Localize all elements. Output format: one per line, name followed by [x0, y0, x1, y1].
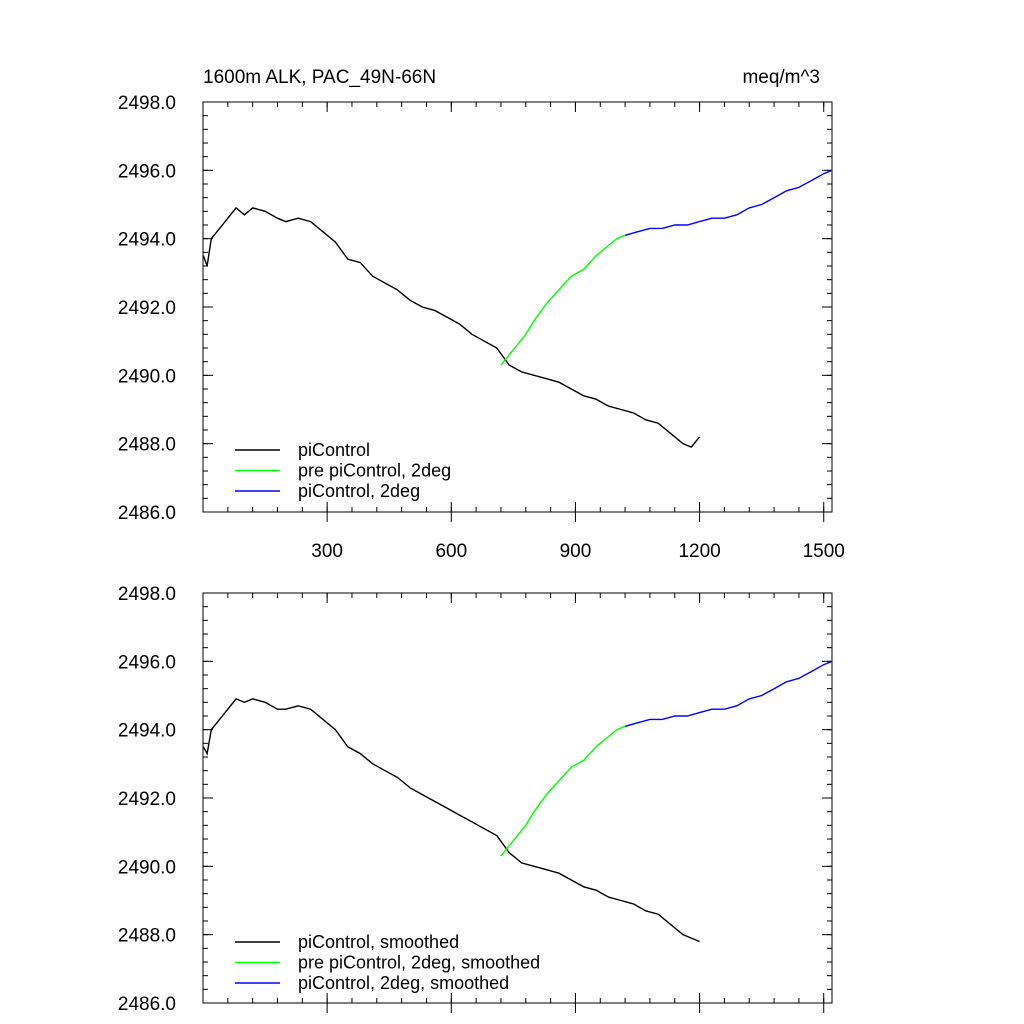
y-tick-label: 2490.0: [118, 857, 176, 878]
legend-label: pre piControl, 2deg: [298, 461, 451, 481]
y-tick-label: 2488.0: [118, 926, 176, 947]
y-tick-label: 2486.0: [118, 994, 176, 1015]
y-tick-label: 2492.0: [118, 789, 176, 810]
top-panel: 2486.0 2488.0 2490.0 2492.0 2494.0 2496.0 2498…: [118, 93, 845, 562]
x-tick-label: 1500: [803, 541, 845, 562]
legend-label: piControl, 2deg, smoothed: [298, 973, 509, 993]
y-tick-label: 2494.0: [118, 230, 176, 251]
x-tick-label: 600: [435, 541, 467, 562]
y-tick-label: 2496.0: [118, 161, 176, 182]
series-line: [624, 660, 833, 727]
series-line: [202, 698, 700, 943]
y-tick-label: 2486.0: [118, 503, 176, 524]
chart-title: 1600m ALK, PAC_49N-66N: [203, 67, 436, 88]
legend-label: piControl, smoothed: [298, 932, 459, 952]
x-tick-label: 300: [311, 541, 343, 562]
y-tick-label: 2492.0: [118, 298, 176, 319]
series-line: [202, 206, 701, 448]
bottom-panel: 2486.0 2488.0 2490.0 2492.0 2494.0 2496.0 2498…: [118, 584, 833, 1015]
y-tick-label: 2488.0: [118, 435, 176, 456]
legend-label: piControl: [298, 440, 370, 460]
y-tick-label: 2498.0: [118, 93, 176, 114]
series-line: [500, 725, 626, 857]
x-tick-label: 1200: [678, 541, 720, 562]
units-label: meq/m^3: [742, 67, 820, 88]
y-tick-label: 2490.0: [118, 366, 176, 387]
legend-label: pre piControl, 2deg, smoothed: [298, 953, 540, 973]
x-tick-label: 900: [560, 541, 592, 562]
legend-label: piControl, 2deg: [298, 481, 420, 501]
y-tick-label: 2498.0: [118, 584, 176, 605]
y-tick-label: 2496.0: [118, 652, 176, 673]
series-line: [624, 169, 833, 236]
series-line: [500, 234, 626, 366]
y-tick-label: 2494.0: [118, 721, 176, 742]
